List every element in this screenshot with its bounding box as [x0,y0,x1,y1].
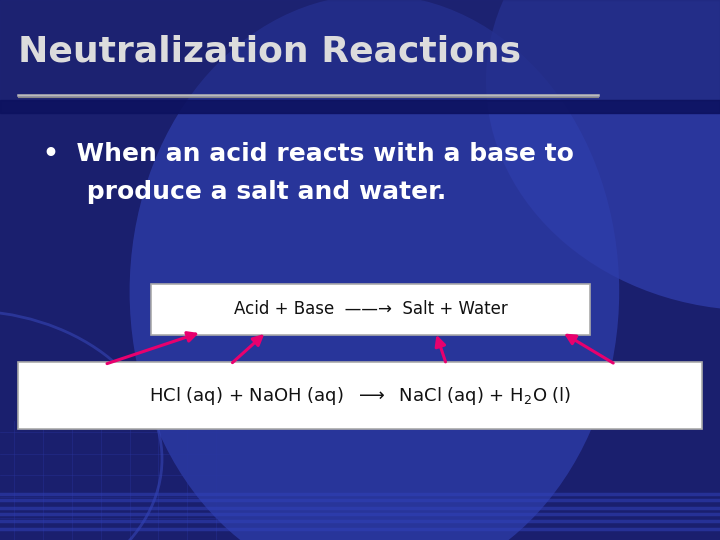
FancyBboxPatch shape [151,284,590,335]
Text: Acid + Base  ——→  Salt + Water: Acid + Base ——→ Salt + Water [234,300,508,318]
Bar [0,100,720,113]
Text: HCl (aq) + NaOH (aq)  $\longrightarrow$  NaCl (aq) + H$_2$O (l): HCl (aq) + NaOH (aq) $\longrightarrow$ N… [149,384,571,407]
Bar [0,0,720,100]
Ellipse shape [130,0,619,540]
FancyBboxPatch shape [18,362,702,429]
Ellipse shape [486,0,720,310]
Text: Neutralization Reactions: Neutralization Reactions [18,35,521,68]
Text: produce a salt and water.: produce a salt and water. [43,180,446,204]
Text: •  When an acid reacts with a base to: • When an acid reacts with a base to [43,142,574,166]
